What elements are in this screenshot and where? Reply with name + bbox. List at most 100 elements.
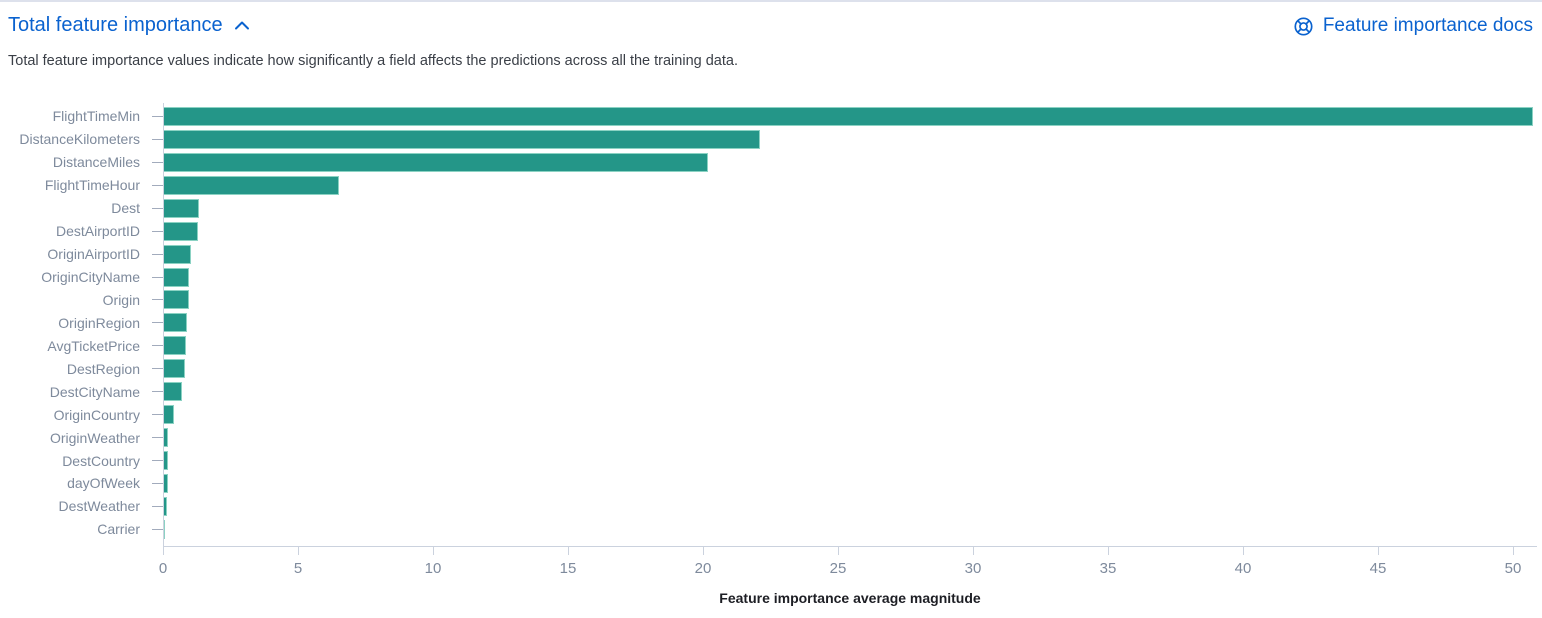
importance-bar-DistanceKilometers[interactable] (163, 129, 760, 149)
bar-row: DestRegion (0, 357, 1533, 380)
importance-bar-DestAirportID[interactable] (163, 221, 199, 241)
y-tick-mark (152, 414, 163, 416)
x-tick-label: 5 (293, 560, 303, 577)
y-axis-label: DestAirportID (55, 223, 140, 240)
bar-row: FlightTimeHour (0, 174, 1533, 197)
y-tick-mark (152, 345, 163, 347)
x-tick-label: 15 (559, 560, 577, 577)
y-axis-label: OriginCityName (41, 269, 140, 286)
x-tick-label: 25 (829, 560, 847, 577)
x-tick-mark (298, 547, 299, 555)
y-tick-mark (152, 505, 163, 507)
bar-row: DestWeather (0, 495, 1533, 518)
x-tick-mark (838, 547, 839, 555)
x-tick-mark (163, 547, 164, 555)
bar-row: OriginCountry (0, 403, 1533, 426)
bar-row: DestCityName (0, 380, 1533, 403)
y-tick-mark (152, 276, 163, 278)
y-axis-label: Dest (111, 200, 140, 217)
x-axis-title: Feature importance average magnitude (719, 590, 981, 606)
importance-bar-AvgTicketPrice[interactable] (163, 336, 186, 356)
y-axis-label: FlightTimeHour (44, 177, 140, 194)
lifebuoy-help-icon (1294, 16, 1313, 36)
importance-bar-OriginCityName[interactable] (163, 267, 190, 287)
x-axis-line (163, 546, 1537, 547)
bar-row: AvgTicketPrice (0, 334, 1533, 357)
importance-bar-FlightTimeHour[interactable] (163, 175, 339, 195)
x-tick-label: 0 (158, 560, 168, 577)
y-axis-label: Origin (102, 291, 140, 308)
y-axis-label: OriginRegion (58, 314, 140, 331)
x-tick-mark (568, 547, 569, 555)
importance-bar-DestCityName[interactable] (163, 382, 183, 402)
y-tick-mark (152, 161, 163, 163)
x-tick-mark (973, 547, 974, 555)
bar-row: OriginRegion (0, 311, 1533, 334)
y-axis-label: OriginCountry (53, 406, 140, 423)
y-tick-mark (152, 437, 163, 439)
y-axis-label: OriginAirportID (47, 246, 140, 263)
bar-row: Carrier (0, 518, 1533, 541)
bar-row: FlightTimeMin (0, 105, 1534, 128)
y-tick-mark (152, 184, 163, 186)
y-axis-label: Carrier (97, 521, 140, 538)
y-tick-mark (152, 115, 163, 117)
importance-bar-OriginRegion[interactable] (163, 313, 188, 333)
importance-bar-DistanceMiles[interactable] (163, 152, 709, 172)
x-tick-mark (1513, 547, 1514, 555)
y-tick-mark (152, 230, 163, 232)
bar-row: OriginCityName (0, 266, 1533, 289)
panel-top-divider (0, 0, 1542, 2)
docs-link-label: Feature importance docs (1322, 15, 1533, 36)
importance-bar-FlightTimeMin[interactable] (163, 106, 1534, 126)
x-tick-label: 50 (1504, 560, 1522, 577)
x-tick-label: 40 (1234, 560, 1252, 577)
feature-importance-docs-link[interactable]: Feature importance docs (1293, 14, 1533, 38)
y-axis-label: DestWeather (58, 498, 140, 515)
y-tick-mark (152, 253, 163, 255)
x-tick-mark (703, 547, 704, 555)
y-tick-mark (152, 368, 163, 370)
y-tick-mark (152, 460, 163, 462)
x-tick-mark (433, 547, 434, 555)
y-axis-label: OriginWeather (49, 429, 140, 446)
x-tick-label: 45 (1369, 560, 1387, 577)
y-axis-label: FlightTimeMin (52, 108, 140, 125)
section-description: Total feature importance values indicate… (8, 53, 738, 69)
bar-row: Dest (0, 197, 1533, 220)
bar-row: Origin (0, 289, 1533, 312)
x-tick-mark (1108, 547, 1109, 555)
x-tick-label: 30 (964, 560, 982, 577)
y-tick-mark (152, 299, 163, 301)
importance-bar-Origin[interactable] (163, 290, 189, 310)
chevron-up-icon (234, 21, 249, 30)
importance-bar-DestRegion[interactable] (163, 359, 185, 379)
y-axis-label: DistanceKilometers (19, 131, 140, 148)
y-axis-line (163, 103, 164, 554)
section-accordion-toggle[interactable]: Total feature importance (8, 13, 250, 38)
bar-row: OriginWeather (0, 426, 1533, 449)
y-tick-mark (152, 138, 163, 140)
bar-row: DestCountry (0, 449, 1533, 472)
importance-bar-Dest[interactable] (163, 198, 200, 218)
importance-bar-OriginAirportID[interactable] (163, 244, 192, 264)
x-tick-label: 10 (424, 560, 442, 577)
y-tick-mark (152, 482, 163, 484)
y-axis-label: DestCountry (62, 452, 140, 469)
y-axis-label: dayOfWeek (67, 475, 140, 492)
bar-row: DistanceMiles (0, 151, 1533, 174)
bar-rows: FlightTimeMin DistanceKilometers DistanceM… (0, 105, 1534, 541)
bar-row: DestAirportID (0, 220, 1533, 243)
y-tick-mark (152, 528, 163, 530)
bar-row: dayOfWeek (0, 472, 1533, 495)
importance-bar-OriginCountry[interactable] (163, 405, 175, 425)
y-tick-mark (152, 391, 163, 393)
x-tick-mark (1243, 547, 1244, 555)
x-tick-label: 35 (1099, 560, 1117, 577)
bar-row: OriginAirportID (0, 243, 1533, 266)
y-tick-mark (152, 207, 163, 209)
y-tick-mark (152, 322, 163, 324)
y-axis-label: DestRegion (66, 360, 140, 377)
